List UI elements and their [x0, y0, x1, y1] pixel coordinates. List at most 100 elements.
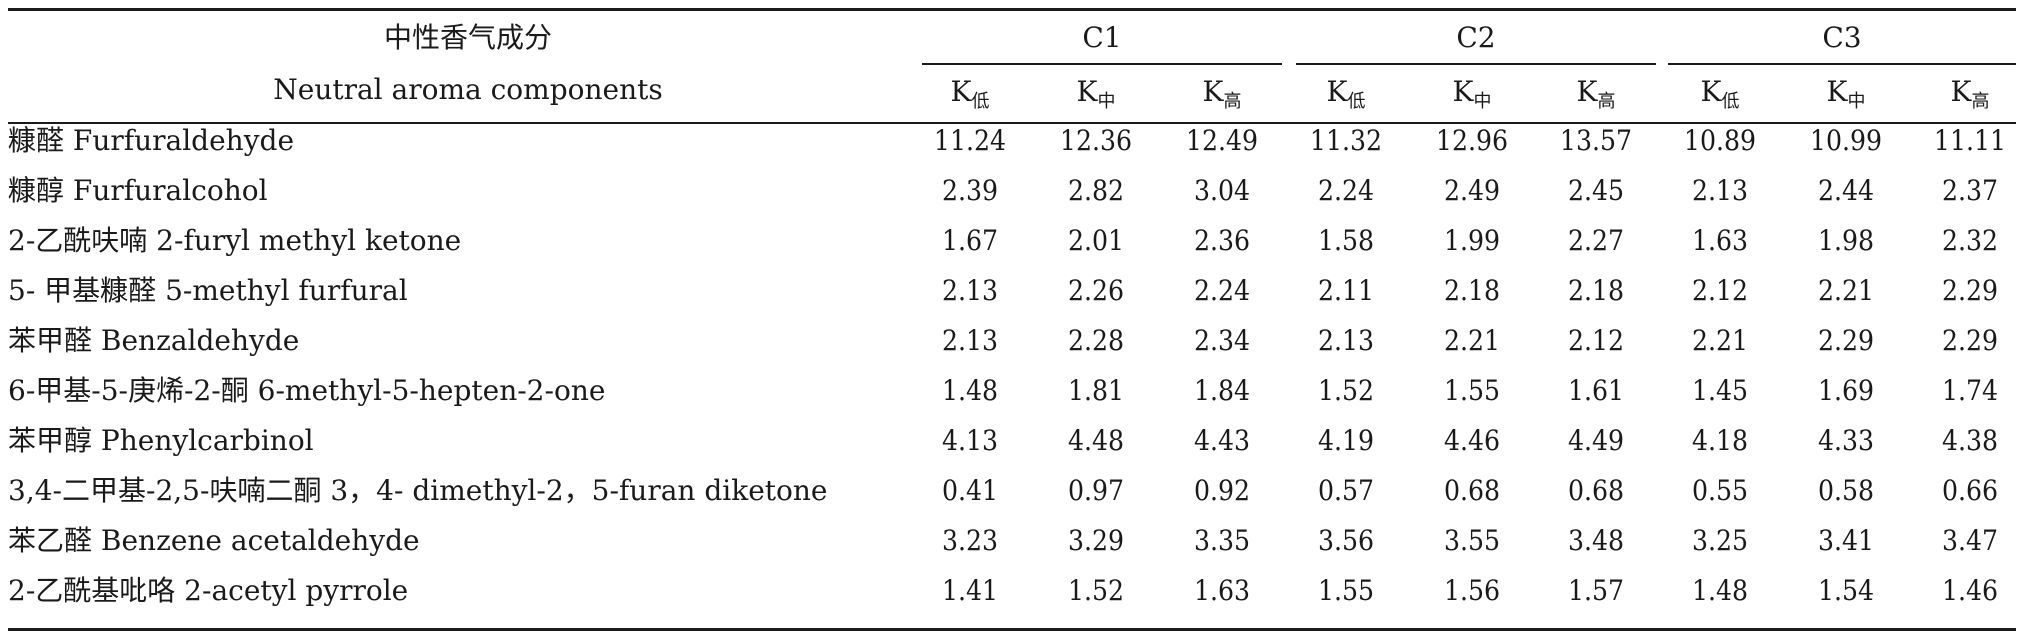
- value-cell: 2.01: [1067, 224, 1125, 257]
- value-cell: 1.45: [1691, 374, 1749, 407]
- value-cell: 2.28: [1067, 324, 1125, 357]
- group-header-c3: C3: [1822, 21, 1862, 54]
- value-cell: 0.92: [1193, 474, 1251, 507]
- value-cell: 1.46: [1941, 574, 1999, 607]
- value-cell: 12.96: [1435, 124, 1509, 157]
- value-cell: 4.18: [1691, 424, 1749, 457]
- c1-group-rule: [922, 63, 1282, 65]
- value-cell: 1.63: [1691, 224, 1749, 257]
- value-cell: 1.63: [1193, 574, 1251, 607]
- value-cell: 2.13: [1317, 324, 1375, 357]
- k-subheader: K高: [1202, 75, 1242, 112]
- value-cell: 2.18: [1443, 274, 1501, 307]
- value-cell: 2.21: [1817, 274, 1875, 307]
- value-cell: 3.47: [1941, 524, 1999, 557]
- value-cell: 2.12: [1691, 274, 1749, 307]
- value-cell: 11.32: [1309, 124, 1383, 157]
- c2-group-rule: [1296, 63, 1656, 65]
- value-cell: 1.55: [1317, 574, 1375, 607]
- value-cell: 11.24: [933, 124, 1007, 157]
- value-cell: 2.29: [1817, 324, 1875, 357]
- value-cell: 2.13: [941, 274, 999, 307]
- value-cell: 4.13: [941, 424, 999, 457]
- value-cell: 3.23: [941, 524, 999, 557]
- value-cell: 3.04: [1193, 174, 1251, 207]
- value-cell: 3.35: [1193, 524, 1251, 557]
- value-cell: 4.43: [1193, 424, 1251, 457]
- component-name: 糠醛 Furfuraldehyde: [8, 124, 295, 157]
- value-cell: 4.48: [1067, 424, 1125, 457]
- k-subheader: K中: [1826, 75, 1866, 112]
- value-cell: 1.48: [941, 374, 999, 407]
- component-name: 苯甲醇 Phenylcarbinol: [8, 424, 314, 457]
- value-cell: 3.55: [1443, 524, 1501, 557]
- value-cell: 2.13: [1691, 174, 1749, 207]
- value-cell: 2.13: [941, 324, 999, 357]
- value-cell: 12.49: [1185, 124, 1259, 157]
- component-name: 3,4-二甲基-2,5-呋喃二酮 3，4- dimethyl-2，5-furan…: [8, 474, 828, 507]
- component-name: 2-乙酰基吡咯 2-acetyl pyrrole: [8, 574, 409, 607]
- value-cell: 3.25: [1691, 524, 1749, 557]
- value-cell: 0.68: [1443, 474, 1501, 507]
- value-cell: 2.36: [1193, 224, 1251, 257]
- value-cell: 3.41: [1817, 524, 1875, 557]
- k-subheader: K低: [1326, 75, 1366, 112]
- value-cell: 1.57: [1567, 574, 1625, 607]
- value-cell: 1.55: [1443, 374, 1501, 407]
- k-subheader: K低: [950, 75, 990, 112]
- component-header-cn: 中性香气成分: [383, 21, 552, 54]
- value-cell: 2.27: [1567, 224, 1625, 257]
- bottom-rule: [8, 628, 2016, 631]
- value-cell: 2.21: [1443, 324, 1501, 357]
- value-cell: 1.56: [1443, 574, 1501, 607]
- c3-group-rule: [1668, 63, 2016, 65]
- k-subheader: K高: [1950, 75, 1990, 112]
- component-name: 6-甲基-5-庚烯-2-酮 6-methyl-5-hepten-2-one: [8, 374, 606, 407]
- value-cell: 2.29: [1941, 324, 1999, 357]
- value-cell: 2.26: [1067, 274, 1125, 307]
- value-cell: 3.56: [1317, 524, 1375, 557]
- value-cell: 3.48: [1567, 524, 1625, 557]
- value-cell: 2.24: [1317, 174, 1375, 207]
- header-rule: [8, 122, 2016, 124]
- value-cell: 0.58: [1817, 474, 1875, 507]
- value-cell: 2.12: [1567, 324, 1625, 357]
- value-cell: 2.45: [1567, 174, 1625, 207]
- value-cell: 1.67: [941, 224, 999, 257]
- value-cell: 0.66: [1941, 474, 1999, 507]
- value-cell: 4.33: [1817, 424, 1875, 457]
- value-cell: 0.41: [941, 474, 999, 507]
- k-subheader: K高: [1576, 75, 1616, 112]
- value-cell: 1.58: [1317, 224, 1375, 257]
- value-cell: 1.48: [1691, 574, 1749, 607]
- value-cell: 2.29: [1941, 274, 1999, 307]
- k-subheader: K中: [1076, 75, 1116, 112]
- value-cell: 11.11: [1933, 124, 2007, 157]
- component-header-en: Neutral aroma components: [273, 73, 663, 106]
- value-cell: 2.18: [1567, 274, 1625, 307]
- value-cell: 2.24: [1193, 274, 1251, 307]
- value-cell: 2.44: [1817, 174, 1875, 207]
- value-cell: 3.29: [1067, 524, 1125, 557]
- group-header-c1: C1: [1082, 21, 1122, 54]
- value-cell: 1.99: [1443, 224, 1501, 257]
- value-cell: 2.11: [1317, 274, 1375, 307]
- k-subheader: K中: [1452, 75, 1492, 112]
- value-cell: 1.69: [1817, 374, 1875, 407]
- value-cell: 1.61: [1567, 374, 1625, 407]
- aroma-components-table: 中性香气成分 Neutral aroma components C1 C2 C3…: [8, 8, 2016, 632]
- value-cell: 1.74: [1941, 374, 1999, 407]
- value-cell: 2.32: [1941, 224, 1999, 257]
- value-cell: 2.39: [941, 174, 999, 207]
- value-cell: 4.38: [1941, 424, 1999, 457]
- value-cell: 1.81: [1067, 374, 1125, 407]
- value-cell: 4.46: [1443, 424, 1501, 457]
- value-cell: 1.84: [1193, 374, 1251, 407]
- value-cell: 2.34: [1193, 324, 1251, 357]
- value-cell: 1.41: [941, 574, 999, 607]
- top-rule: [8, 8, 2016, 11]
- value-cell: 2.21: [1691, 324, 1749, 357]
- value-cell: 0.97: [1067, 474, 1125, 507]
- component-name: 2-乙酰呋喃 2-furyl methyl ketone: [8, 224, 462, 257]
- value-cell: 1.52: [1067, 574, 1125, 607]
